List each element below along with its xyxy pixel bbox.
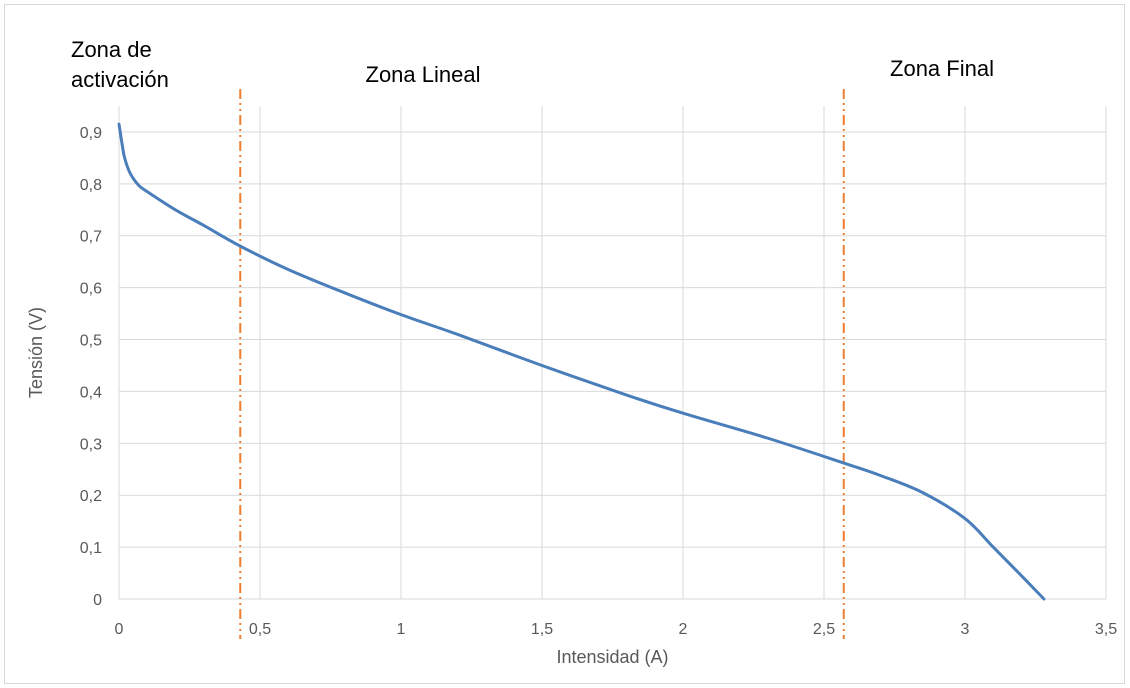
x-tick-label: 2 <box>679 621 688 638</box>
x-tick-label: 0,5 <box>249 621 271 638</box>
zone-dividers <box>239 89 845 639</box>
gridlines <box>118 106 1107 600</box>
y-tick-label: 0,4 <box>80 384 102 401</box>
zone-label-line: activación <box>71 67 169 92</box>
zone-label: Zona de activación <box>71 37 169 92</box>
y-tick-labels: 0 0,1 0,2 0,3 0,4 0,5 0,6 0,7 0,8 0,9 <box>80 125 102 609</box>
x-axis-title: Intensidad (A) <box>556 647 668 667</box>
series-lines <box>117 122 1046 601</box>
x-tick-label: 1 <box>397 621 406 638</box>
y-tick-label: 0,3 <box>80 436 102 453</box>
series-line <box>117 122 1046 601</box>
y-tick-label: 0,5 <box>80 333 102 350</box>
x-tick-label: 0 <box>115 621 124 638</box>
chart-frame: 0 0,5 1 1,5 2 2,5 3 3,5 0 0,1 0,2 0,3 0,4 0,5 0,6 0,7 0… <box>4 4 1125 684</box>
zone-annotations: Zona de activación Zona Lineal Zona Final <box>71 37 994 92</box>
x-tick-label: 3,5 <box>1095 621 1117 638</box>
y-tick-label: 0 <box>93 592 102 609</box>
y-tick-label: 0,8 <box>80 177 102 194</box>
y-tick-label: 0,2 <box>80 488 102 505</box>
y-tick-label: 0,1 <box>80 540 102 557</box>
x-tick-label: 3 <box>961 621 970 638</box>
zone-label: Zona Final <box>890 56 994 81</box>
x-tick-label: 1,5 <box>531 621 553 638</box>
zone-label-line: Zona de <box>71 37 152 62</box>
zone-label-line: Zona Lineal <box>366 62 481 87</box>
y-tick-label: 0,9 <box>80 125 102 142</box>
zone-label: Zona Lineal <box>366 62 481 87</box>
chart-svg: 0 0,5 1 1,5 2 2,5 3 3,5 00,10,20,30,40,50,60,70… <box>26 37 1118 667</box>
y-tick-label: 0,6 <box>80 281 102 298</box>
x-tick-label: 2,5 <box>813 621 835 638</box>
zone-label-line: Zona Final <box>890 56 994 81</box>
y-tick-label: 0,7 <box>80 229 102 246</box>
y-axis-title: Tensión (V) <box>26 307 46 398</box>
x-tick-labels: 0 0,5 1 1,5 2 2,5 3 3,5 <box>115 621 1118 638</box>
